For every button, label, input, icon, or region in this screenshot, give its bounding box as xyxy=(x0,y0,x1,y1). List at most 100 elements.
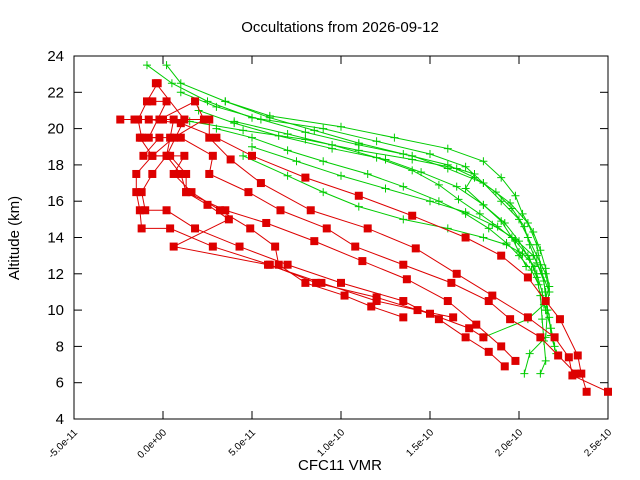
data-point xyxy=(532,240,541,249)
data-point xyxy=(479,233,488,242)
data-point xyxy=(337,171,345,180)
data-point xyxy=(443,160,452,169)
data-point xyxy=(484,224,493,233)
data-point xyxy=(550,333,559,342)
data-point xyxy=(354,146,363,155)
data-point xyxy=(479,200,488,209)
data-point xyxy=(276,206,285,215)
data-point xyxy=(248,133,256,142)
data-point xyxy=(148,97,157,106)
data-point xyxy=(139,151,148,160)
data-point xyxy=(205,115,214,124)
data-point xyxy=(176,169,185,178)
data-point xyxy=(162,206,171,215)
data-point xyxy=(497,342,506,351)
data-point xyxy=(399,297,408,306)
data-point xyxy=(443,297,452,306)
data-point xyxy=(292,157,301,166)
data-point xyxy=(536,333,545,342)
data-point xyxy=(522,262,531,271)
data-point xyxy=(301,173,310,182)
data-point xyxy=(454,195,463,204)
data-point xyxy=(470,169,479,178)
data-point xyxy=(577,369,586,378)
data-point xyxy=(205,133,214,142)
data-point xyxy=(525,349,534,358)
data-point xyxy=(358,257,367,266)
data-point xyxy=(507,204,516,213)
green-series xyxy=(248,142,554,296)
data-point xyxy=(310,126,319,135)
data-point xyxy=(319,157,328,166)
data-point xyxy=(408,166,417,175)
data-point xyxy=(199,115,208,124)
data-point xyxy=(372,297,381,306)
data-point xyxy=(137,188,146,197)
data-point xyxy=(520,369,529,378)
data-point xyxy=(191,97,200,106)
data-point xyxy=(322,224,331,233)
data-point xyxy=(224,215,233,224)
green-series xyxy=(176,88,552,378)
data-point xyxy=(135,133,144,142)
y-tick-label: 22 xyxy=(47,84,64,101)
data-point xyxy=(461,162,470,171)
data-point xyxy=(132,188,141,197)
data-point xyxy=(301,135,310,144)
data-point xyxy=(479,157,488,166)
data-point xyxy=(434,315,443,324)
data-point xyxy=(239,126,248,135)
data-point xyxy=(465,324,474,333)
data-point xyxy=(221,206,230,215)
data-point xyxy=(426,150,434,159)
data-point xyxy=(141,206,150,215)
data-point xyxy=(169,169,178,178)
green-series-line xyxy=(180,91,548,374)
data-point xyxy=(520,222,529,231)
data-point xyxy=(541,264,550,273)
data-point xyxy=(203,200,212,209)
data-point xyxy=(155,133,164,142)
data-point xyxy=(372,153,381,162)
data-point xyxy=(497,217,506,226)
data-point xyxy=(367,302,376,311)
data-point xyxy=(169,242,178,251)
data-point xyxy=(239,151,248,160)
data-point xyxy=(582,387,591,396)
data-point xyxy=(484,347,493,356)
y-tick-label: 12 xyxy=(47,266,64,283)
y-tick-label: 8 xyxy=(56,338,64,355)
data-point xyxy=(381,184,390,193)
data-point xyxy=(399,182,408,191)
data-point xyxy=(271,242,280,251)
data-point xyxy=(162,97,171,106)
data-point xyxy=(203,97,212,106)
data-point xyxy=(262,218,271,227)
data-point xyxy=(354,202,363,211)
data-point xyxy=(137,224,146,233)
data-point xyxy=(506,315,515,324)
data-point xyxy=(408,211,417,220)
x-tick-label: 0.0e+00 xyxy=(136,427,170,461)
green-series-line xyxy=(242,155,536,267)
data-point xyxy=(497,251,506,260)
red-series xyxy=(132,133,488,342)
red-series-line xyxy=(120,119,588,392)
data-point xyxy=(283,146,292,155)
green-series xyxy=(230,117,550,315)
data-point xyxy=(461,208,470,217)
data-point xyxy=(452,269,461,278)
data-point xyxy=(182,188,191,197)
data-point xyxy=(244,188,253,197)
data-point xyxy=(411,244,420,253)
data-point xyxy=(447,278,456,287)
data-point xyxy=(310,237,319,246)
data-point xyxy=(319,188,328,197)
data-point xyxy=(534,280,543,289)
data-point xyxy=(511,356,520,365)
data-point xyxy=(256,115,265,124)
data-point xyxy=(511,235,520,244)
data-point xyxy=(151,79,160,88)
data-point xyxy=(541,306,550,315)
red-series xyxy=(162,115,458,322)
